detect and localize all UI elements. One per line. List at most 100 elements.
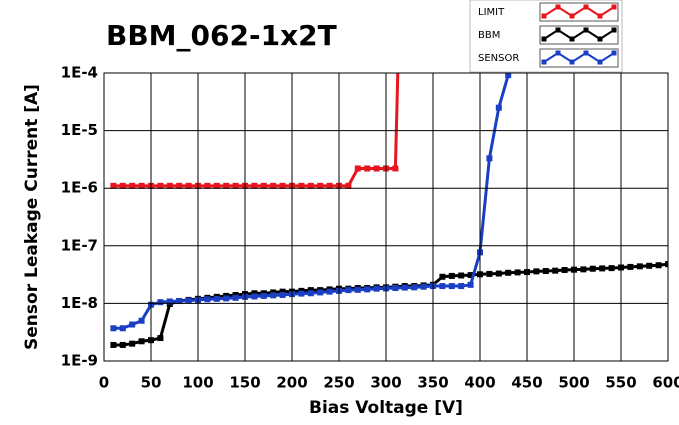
legend-marker <box>555 4 561 10</box>
chart-title: BBM_062-1x2T <box>106 19 337 52</box>
y-tick-label: 1E-6 <box>61 179 98 197</box>
data-point <box>307 290 314 297</box>
data-point <box>157 182 164 189</box>
legend-label: LIMIT <box>478 7 505 18</box>
data-point <box>176 298 183 305</box>
data-point <box>505 269 512 276</box>
data-point <box>119 325 126 332</box>
data-point <box>317 182 324 189</box>
data-point <box>119 182 126 189</box>
data-point <box>185 182 192 189</box>
data-point <box>354 286 361 293</box>
data-point <box>307 287 314 294</box>
x-axis-title: Bias Voltage [V] <box>309 398 463 418</box>
data-point <box>129 321 136 328</box>
data-point <box>439 273 446 280</box>
data-point <box>251 293 258 300</box>
data-point <box>599 265 606 272</box>
legend-marker <box>583 4 589 10</box>
data-point <box>665 261 668 268</box>
legend-marker <box>541 13 547 19</box>
legend-marker <box>569 36 575 42</box>
data-point <box>439 283 446 290</box>
data-point <box>401 284 408 291</box>
data-point <box>373 165 380 172</box>
legend-marker <box>597 13 603 19</box>
data-point <box>204 296 211 303</box>
legend-marker <box>611 50 617 56</box>
data-point <box>232 182 239 189</box>
data-point <box>326 182 333 189</box>
data-point <box>110 182 117 189</box>
legend-marker <box>569 59 575 65</box>
data-point <box>298 182 305 189</box>
y-tick-label: 1E-7 <box>61 236 98 254</box>
data-point <box>166 182 173 189</box>
data-point <box>580 266 587 273</box>
data-point <box>157 335 164 342</box>
data-point <box>495 104 502 111</box>
data-point <box>514 269 521 276</box>
y-tick-label: 1E-5 <box>61 121 98 139</box>
data-point <box>542 268 549 275</box>
data-point <box>411 284 418 291</box>
x-tick-label: 250 <box>323 374 354 392</box>
data-point <box>608 265 615 272</box>
data-point <box>279 288 286 295</box>
data-point <box>448 272 455 279</box>
data-point <box>589 265 596 272</box>
legend-marker <box>583 27 589 33</box>
data-point <box>204 182 211 189</box>
data-point <box>467 281 474 288</box>
data-point <box>636 263 643 270</box>
y-axis-title: Sensor Leakage Current [A] <box>22 84 42 350</box>
data-point <box>119 341 126 348</box>
x-tick-label: 450 <box>511 374 542 392</box>
legend-label: SENSOR <box>478 53 519 64</box>
data-point <box>260 182 267 189</box>
legend-marker <box>597 59 603 65</box>
data-point <box>533 268 540 275</box>
x-tick-label: 50 <box>141 374 162 392</box>
data-point <box>110 325 117 332</box>
data-point <box>232 294 239 301</box>
x-tick-label: 500 <box>558 374 589 392</box>
data-point <box>298 290 305 297</box>
y-tick-label: 1E-4 <box>61 64 98 82</box>
data-point <box>420 283 427 290</box>
data-point <box>260 292 267 299</box>
x-tick-label: 550 <box>605 374 636 392</box>
data-point <box>176 182 183 189</box>
x-tick-label: 600 <box>652 374 679 392</box>
data-point <box>326 288 333 295</box>
data-point <box>373 285 380 292</box>
data-point <box>270 182 277 189</box>
legend-marker <box>611 27 617 33</box>
data-point <box>561 267 568 274</box>
data-point <box>495 270 502 277</box>
data-point <box>646 262 653 269</box>
data-point <box>317 289 324 296</box>
legend-marker <box>555 27 561 33</box>
data-point <box>345 287 352 294</box>
legend-marker <box>541 59 547 65</box>
data-point <box>129 182 136 189</box>
data-point <box>270 292 277 299</box>
legend-marker <box>569 13 575 19</box>
x-tick-label: 200 <box>276 374 307 392</box>
data-point <box>448 283 455 290</box>
data-point <box>110 341 117 348</box>
x-tick-label: 100 <box>182 374 213 392</box>
data-point <box>213 182 220 189</box>
x-tick-label: 150 <box>229 374 260 392</box>
data-point <box>251 290 258 297</box>
y-tick-label: 1E-8 <box>61 294 98 312</box>
data-point <box>223 295 230 302</box>
y-tick-label: 1E-9 <box>61 352 98 370</box>
data-point <box>157 299 164 306</box>
data-point <box>279 291 286 298</box>
legend-marker <box>611 4 617 10</box>
data-point <box>279 182 286 189</box>
data-point <box>345 182 352 189</box>
data-point <box>223 182 230 189</box>
